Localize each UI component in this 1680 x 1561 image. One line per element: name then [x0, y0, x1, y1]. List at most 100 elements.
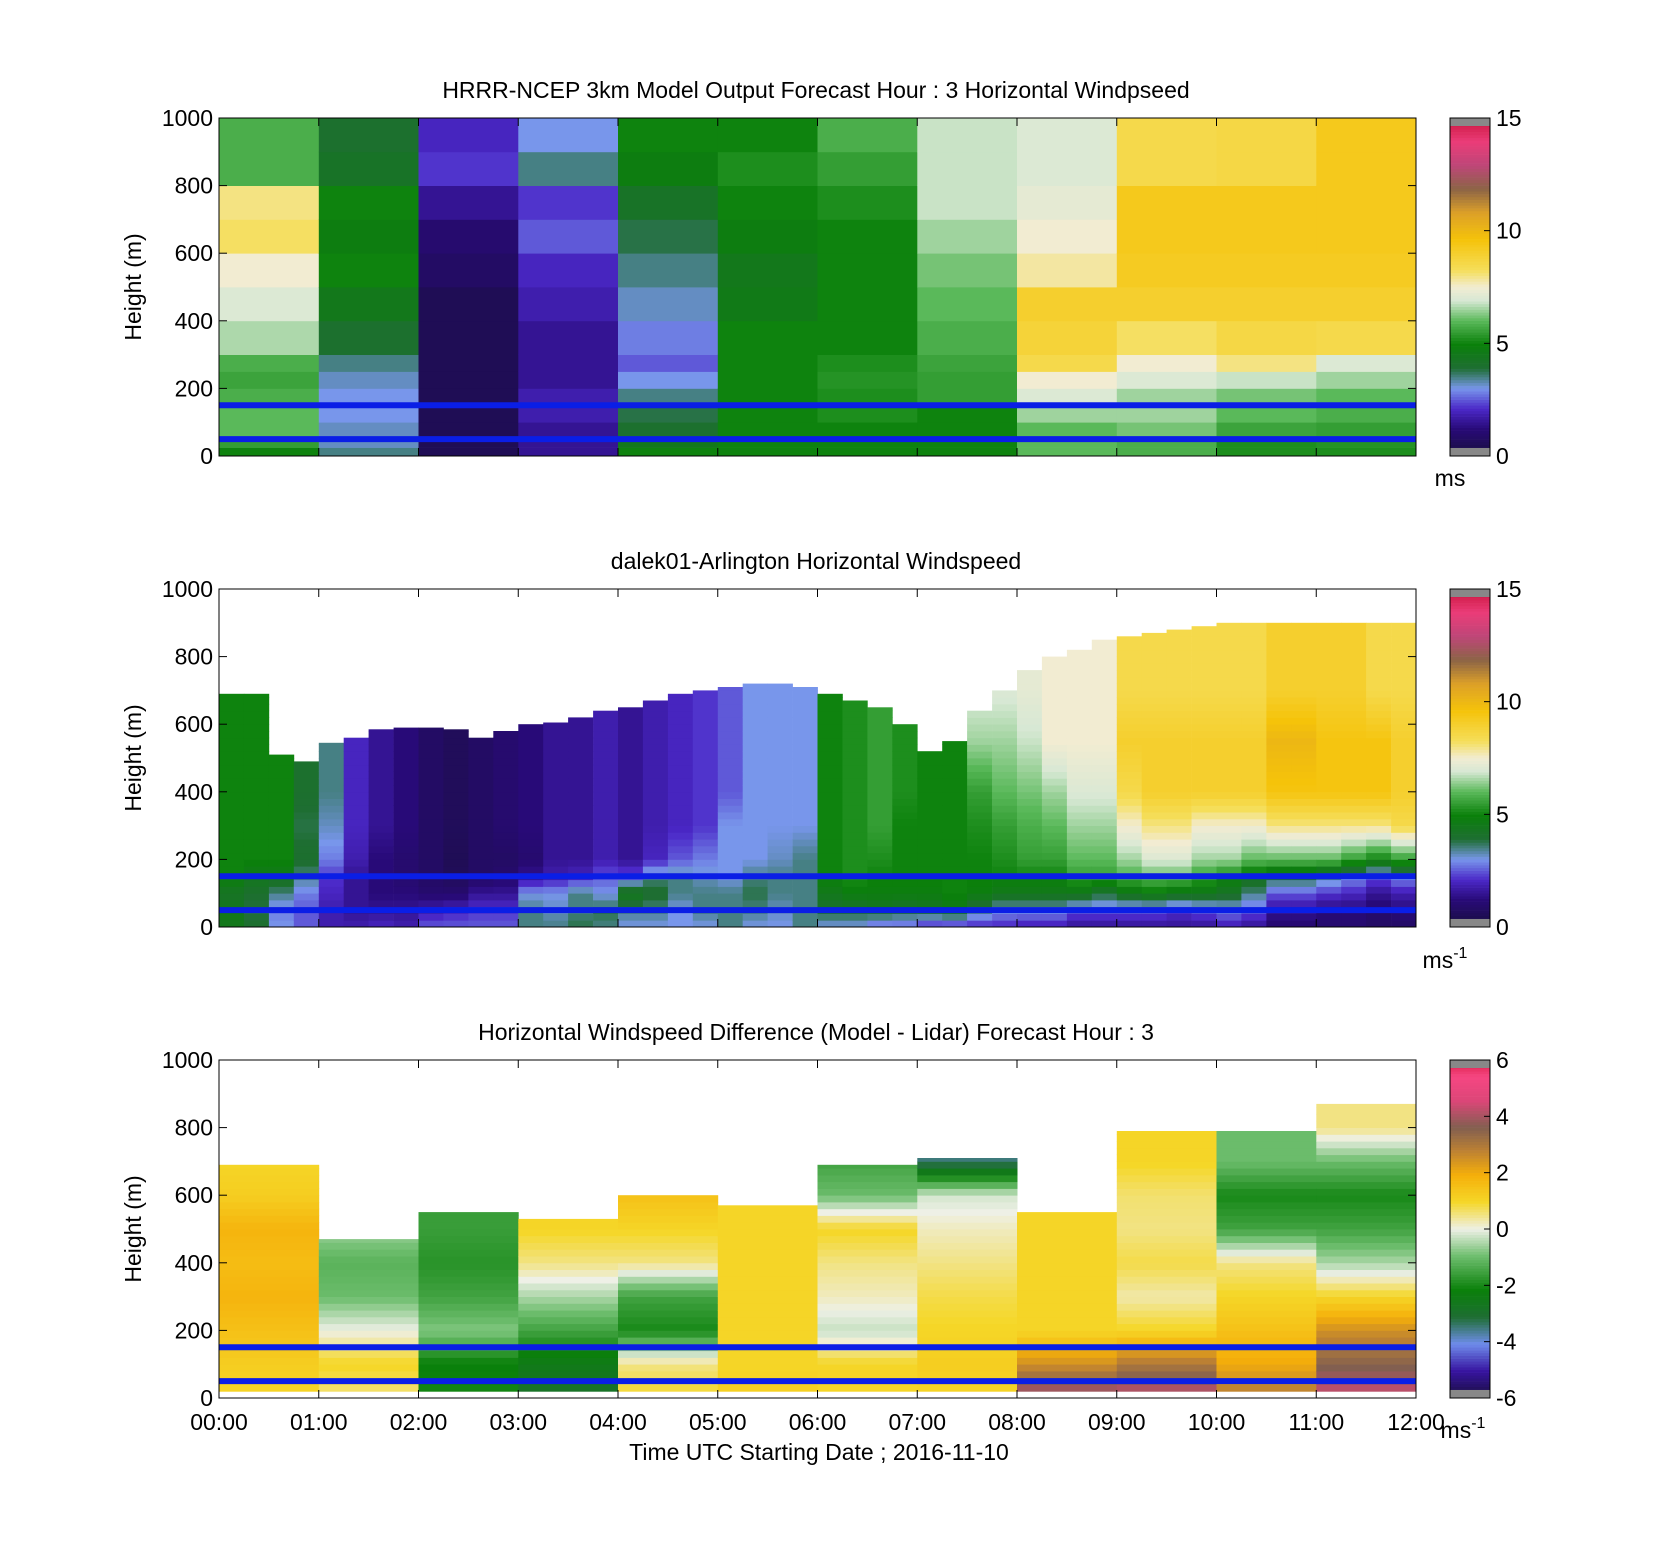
heatmap-cell	[792, 690, 818, 698]
heatmap-cell	[792, 703, 818, 712]
heatmap-cell	[393, 764, 419, 772]
colorbar-swatch	[1450, 597, 1490, 601]
heatmap-cell	[1316, 1161, 1417, 1169]
heatmap-cell	[992, 866, 1018, 874]
heatmap-cell	[1116, 697, 1143, 705]
heatmap-cell	[268, 913, 295, 921]
heatmap-cell	[867, 839, 893, 847]
heatmap-cell	[443, 805, 469, 813]
heatmap-cell	[817, 1364, 918, 1372]
heatmap-cell	[318, 1296, 419, 1304]
heatmap-cell	[742, 751, 768, 759]
heatmap-cell	[917, 1235, 1018, 1243]
heatmap-cell	[1091, 703, 1118, 712]
heatmap-cell	[942, 832, 968, 840]
heatmap-cell	[1017, 151, 1118, 186]
x-tick-label: 07:00	[888, 1409, 946, 1435]
heatmap-cell	[1116, 866, 1143, 874]
heatmap-cell	[1216, 771, 1242, 779]
heatmap-cell	[543, 852, 569, 860]
heatmap-cell	[493, 866, 519, 874]
heatmap-cell	[842, 920, 868, 928]
colorbar-tick-label: 15	[1496, 576, 1522, 602]
heatmap-cell	[817, 724, 843, 732]
heatmap-cell	[992, 805, 1018, 813]
heatmap-cell	[1116, 1276, 1217, 1284]
heatmap-cell	[219, 812, 245, 820]
colorbar-swatch	[1450, 1093, 1490, 1097]
heatmap-cell	[1166, 643, 1192, 651]
heatmap-cell	[219, 219, 320, 254]
heatmap-cell	[1116, 388, 1217, 406]
heatmap-cell	[618, 913, 644, 921]
colorbar-swatch	[1450, 667, 1490, 671]
colorbar-swatch	[1450, 755, 1490, 759]
heatmap-cell	[618, 1283, 719, 1291]
colorbar-swatch	[1450, 1096, 1490, 1100]
heatmap-cell	[1216, 879, 1242, 887]
heatmap-cell	[418, 1350, 519, 1358]
heatmap-cell	[1216, 253, 1317, 288]
heatmap-cell	[293, 771, 320, 779]
heatmap-cell	[1191, 724, 1217, 732]
heatmap-cell	[1266, 920, 1292, 928]
heatmap-cell	[817, 1164, 918, 1169]
heatmap-cell	[568, 731, 594, 739]
heatmap-cell	[343, 839, 369, 847]
heatmap-cell	[1066, 663, 1093, 671]
heatmap-cell	[1241, 852, 1267, 860]
x-tick-label: 05:00	[689, 1409, 747, 1435]
heatmap-cell	[717, 785, 744, 793]
heatmap-cell	[618, 287, 719, 322]
heatmap-cell	[1066, 812, 1093, 820]
heatmap-cell	[717, 1222, 818, 1230]
heatmap-cell	[1341, 724, 1367, 732]
heatmap-cell	[1316, 629, 1342, 637]
heatmap-cell	[518, 818, 544, 826]
heatmap-cell	[518, 1303, 619, 1311]
heatmap-cell	[867, 791, 893, 799]
heatmap-cell	[1066, 832, 1093, 840]
heatmap-cell	[418, 1337, 519, 1345]
heatmap-cell	[468, 764, 494, 772]
plot-frame-model	[218, 117, 1417, 457]
heatmap-cell	[1366, 818, 1392, 826]
heatmap-cell	[692, 778, 719, 786]
heatmap-cell	[1141, 676, 1167, 685]
heatmap-cell	[219, 886, 245, 894]
heatmap-cell	[518, 287, 619, 322]
heatmap-cell	[593, 879, 619, 887]
heatmap-cell	[1316, 697, 1342, 705]
colorbar-swatch	[1450, 1336, 1490, 1340]
heatmap-cell	[418, 886, 444, 894]
heatmap-cell	[1291, 629, 1317, 637]
heatmap-cell	[1041, 676, 1068, 685]
heatmap-cell	[1091, 886, 1118, 894]
heatmap-cell	[543, 886, 569, 894]
colorbar-end-cap	[1450, 919, 1490, 927]
heatmap-cell	[418, 744, 444, 752]
heatmap-cell	[343, 886, 369, 894]
heatmap-cell	[219, 1208, 320, 1216]
heatmap-cell	[1316, 1141, 1417, 1149]
heatmap-cell	[1141, 879, 1167, 887]
heatmap-cell	[1116, 649, 1143, 657]
colorbar-swatch	[1450, 1231, 1490, 1235]
heatmap-cell	[318, 253, 419, 288]
colorbar-swatch	[1450, 1074, 1490, 1078]
y-tick-label: 800	[175, 1115, 213, 1141]
heatmap-cell	[767, 805, 793, 813]
heatmap-cell	[318, 1283, 419, 1291]
heatmap-cell	[1191, 670, 1217, 678]
heatmap-cell	[518, 879, 544, 887]
heatmap-cell	[767, 879, 793, 887]
heatmap-cell	[892, 886, 918, 894]
heatmap-cell	[1391, 724, 1417, 732]
heatmap-cell	[1391, 764, 1417, 772]
heatmap-cell	[418, 845, 444, 854]
heatmap-cell	[1241, 683, 1267, 691]
heatmap-cell	[543, 900, 569, 908]
heatmap-cell	[1066, 805, 1093, 813]
heatmap-cell	[1291, 825, 1317, 833]
heatmap-cell	[892, 920, 918, 928]
